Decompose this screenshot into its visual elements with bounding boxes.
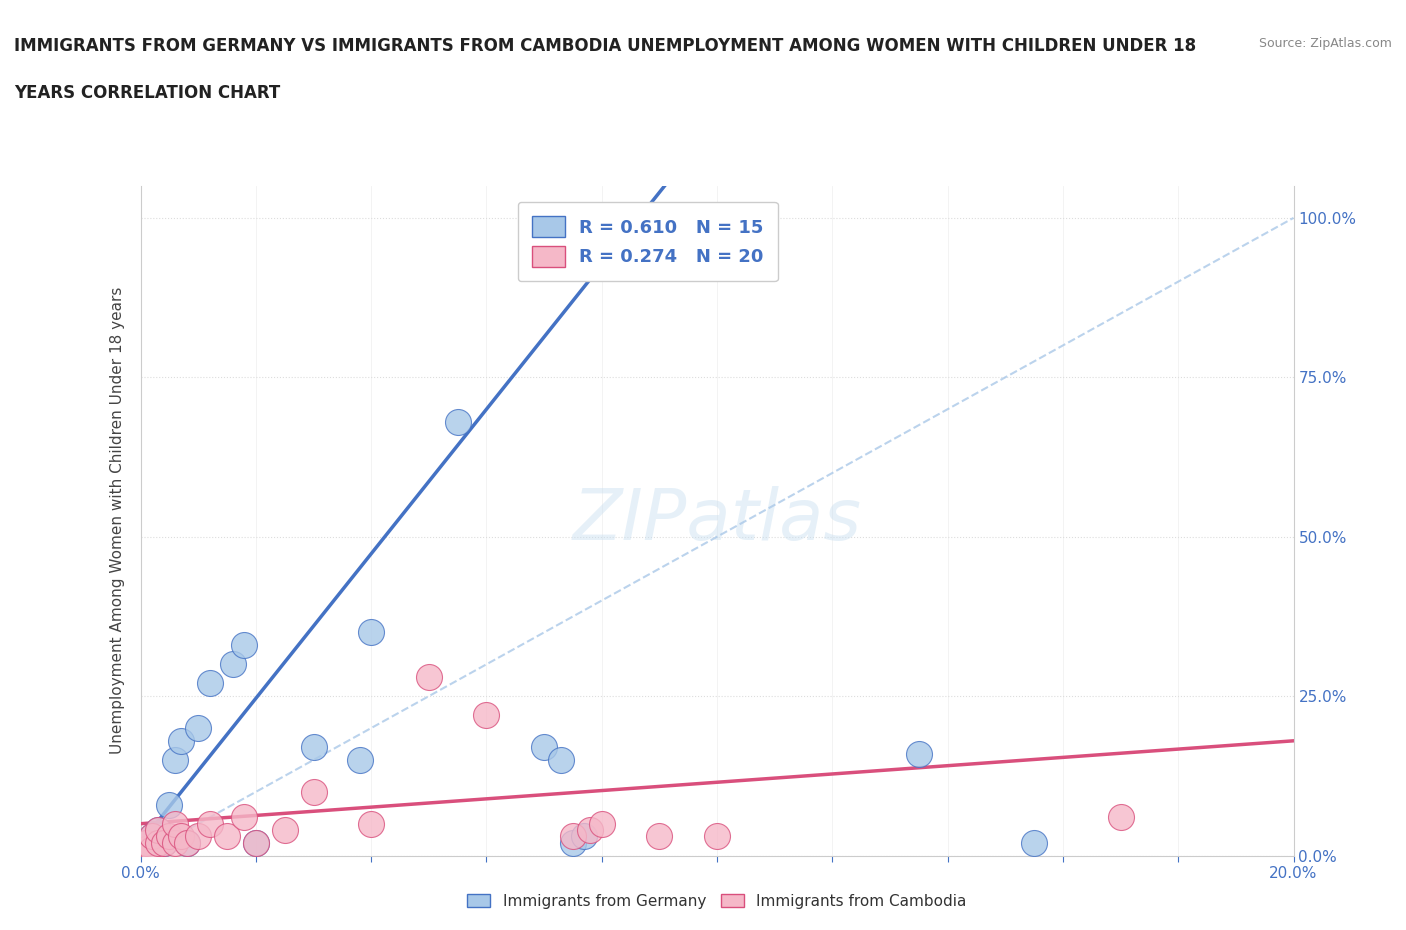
Point bbox=[159, 829, 180, 844]
Point bbox=[648, 829, 671, 844]
Point bbox=[233, 810, 256, 825]
Point bbox=[908, 746, 931, 761]
Point bbox=[418, 670, 440, 684]
Point bbox=[141, 842, 163, 857]
Point bbox=[233, 638, 256, 653]
Point bbox=[591, 817, 613, 831]
Point bbox=[550, 752, 572, 767]
Point bbox=[349, 752, 371, 767]
Point bbox=[1024, 835, 1046, 850]
Point bbox=[146, 835, 169, 850]
Point bbox=[165, 752, 187, 767]
Y-axis label: Unemployment Among Women with Children Under 18 years: Unemployment Among Women with Children U… bbox=[110, 287, 125, 754]
Point bbox=[141, 842, 163, 857]
Text: Source: ZipAtlas.com: Source: ZipAtlas.com bbox=[1258, 37, 1392, 50]
Point bbox=[146, 823, 169, 838]
Legend: Immigrants from Germany, Immigrants from Cambodia: Immigrants from Germany, Immigrants from… bbox=[461, 887, 973, 915]
Text: YEARS CORRELATION CHART: YEARS CORRELATION CHART bbox=[14, 84, 280, 101]
Point bbox=[217, 829, 239, 844]
Point bbox=[135, 835, 157, 850]
Point bbox=[146, 823, 169, 838]
Point bbox=[176, 835, 198, 850]
Point bbox=[198, 817, 221, 831]
Point bbox=[579, 823, 602, 838]
Point bbox=[135, 842, 157, 857]
Point bbox=[1109, 810, 1132, 825]
Point bbox=[176, 835, 198, 850]
Point bbox=[170, 734, 193, 749]
Point bbox=[562, 829, 585, 844]
Point bbox=[302, 784, 325, 799]
Text: IMMIGRANTS FROM GERMANY VS IMMIGRANTS FROM CAMBODIA UNEMPLOYMENT AMONG WOMEN WIT: IMMIGRANTS FROM GERMANY VS IMMIGRANTS FR… bbox=[14, 37, 1197, 55]
Point bbox=[302, 739, 325, 754]
Point bbox=[170, 829, 193, 844]
Point bbox=[222, 657, 245, 671]
Point bbox=[159, 797, 180, 812]
Point bbox=[152, 835, 174, 850]
Point bbox=[360, 817, 382, 831]
Point bbox=[165, 835, 187, 850]
Point bbox=[152, 835, 174, 850]
Point bbox=[141, 829, 163, 844]
Point bbox=[706, 829, 728, 844]
Point bbox=[533, 739, 555, 754]
Point bbox=[187, 829, 209, 844]
Point bbox=[360, 625, 382, 640]
Point bbox=[198, 676, 221, 691]
Point bbox=[447, 415, 470, 430]
Point bbox=[274, 823, 297, 838]
Point bbox=[135, 842, 157, 857]
Point bbox=[562, 835, 585, 850]
Point bbox=[146, 835, 169, 850]
Point bbox=[141, 829, 163, 844]
Point bbox=[245, 835, 267, 850]
Text: ZIPatlas: ZIPatlas bbox=[572, 486, 862, 555]
Point bbox=[475, 708, 498, 723]
Point bbox=[135, 835, 157, 850]
Point bbox=[165, 817, 187, 831]
Point bbox=[574, 829, 596, 844]
Point bbox=[245, 835, 267, 850]
Point bbox=[187, 721, 209, 736]
